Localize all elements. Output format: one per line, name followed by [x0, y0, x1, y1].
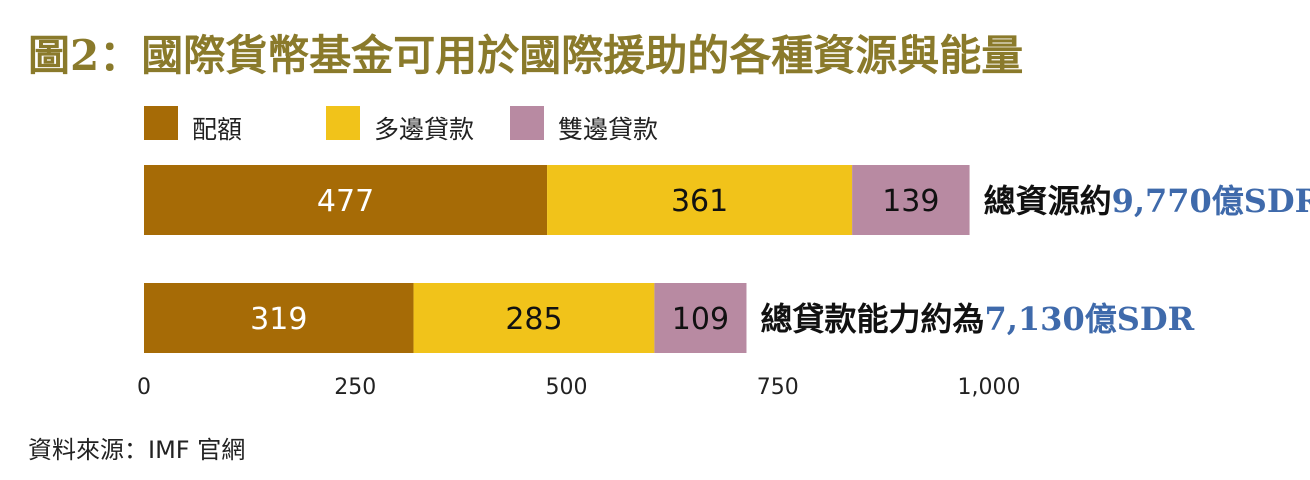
total-annotation-1: 總資源約9,770億SDR: [984, 182, 1310, 220]
x-tick-label-4: 1,000: [958, 375, 1021, 400]
bar-multilateral-1: [547, 165, 853, 235]
chart-title: 圖2：國際貨幣基金可用於國際援助的各種資源與能量: [28, 31, 1024, 80]
total-annotation-prefix: 總資源約: [984, 182, 1112, 220]
x-tick-label-2: 500: [546, 375, 588, 400]
total-annotation-2: 總貸款能力約為7,130億SDR: [760, 300, 1194, 338]
total-annotation-value: 7,130億SDR: [985, 300, 1195, 338]
legend-label-quota: 配額: [192, 115, 243, 144]
bar-multilateral-2: [413, 283, 655, 353]
x-tick-label-1: 250: [334, 375, 376, 400]
bar-value-label-bilateral-2: 109: [672, 302, 729, 337]
x-tick-label-0: 0: [137, 375, 151, 400]
source-note: 資料來源：IMF 官網: [28, 436, 246, 464]
bar-bilateral-2: [654, 283, 747, 353]
bar-value-label-quota-2: 319: [250, 302, 307, 337]
bar-value-label-bilateral-1: 139: [882, 184, 939, 219]
legend-swatch-bilateral: [510, 106, 544, 140]
bar-quota-2: [144, 283, 414, 353]
bar-value-label-multilateral-2: 285: [505, 302, 562, 337]
legend-label-bilateral: 雙邊貸款: [558, 115, 659, 144]
bar-value-label-multilateral-1: 361: [671, 184, 728, 219]
legend-label-multilateral: 多邊貸款: [374, 115, 475, 144]
x-tick-label-3: 750: [757, 375, 799, 400]
bar-bilateral-1: [852, 165, 970, 235]
total-annotation-value: 9,770億SDR: [1112, 182, 1310, 220]
bar-quota-1: [144, 165, 548, 235]
total-annotation-prefix: 總貸款能力約為: [760, 300, 984, 338]
legend-swatch-quota: [144, 106, 178, 140]
bar-value-label-quota-1: 477: [317, 184, 374, 219]
legend-swatch-multilateral: [326, 106, 360, 140]
